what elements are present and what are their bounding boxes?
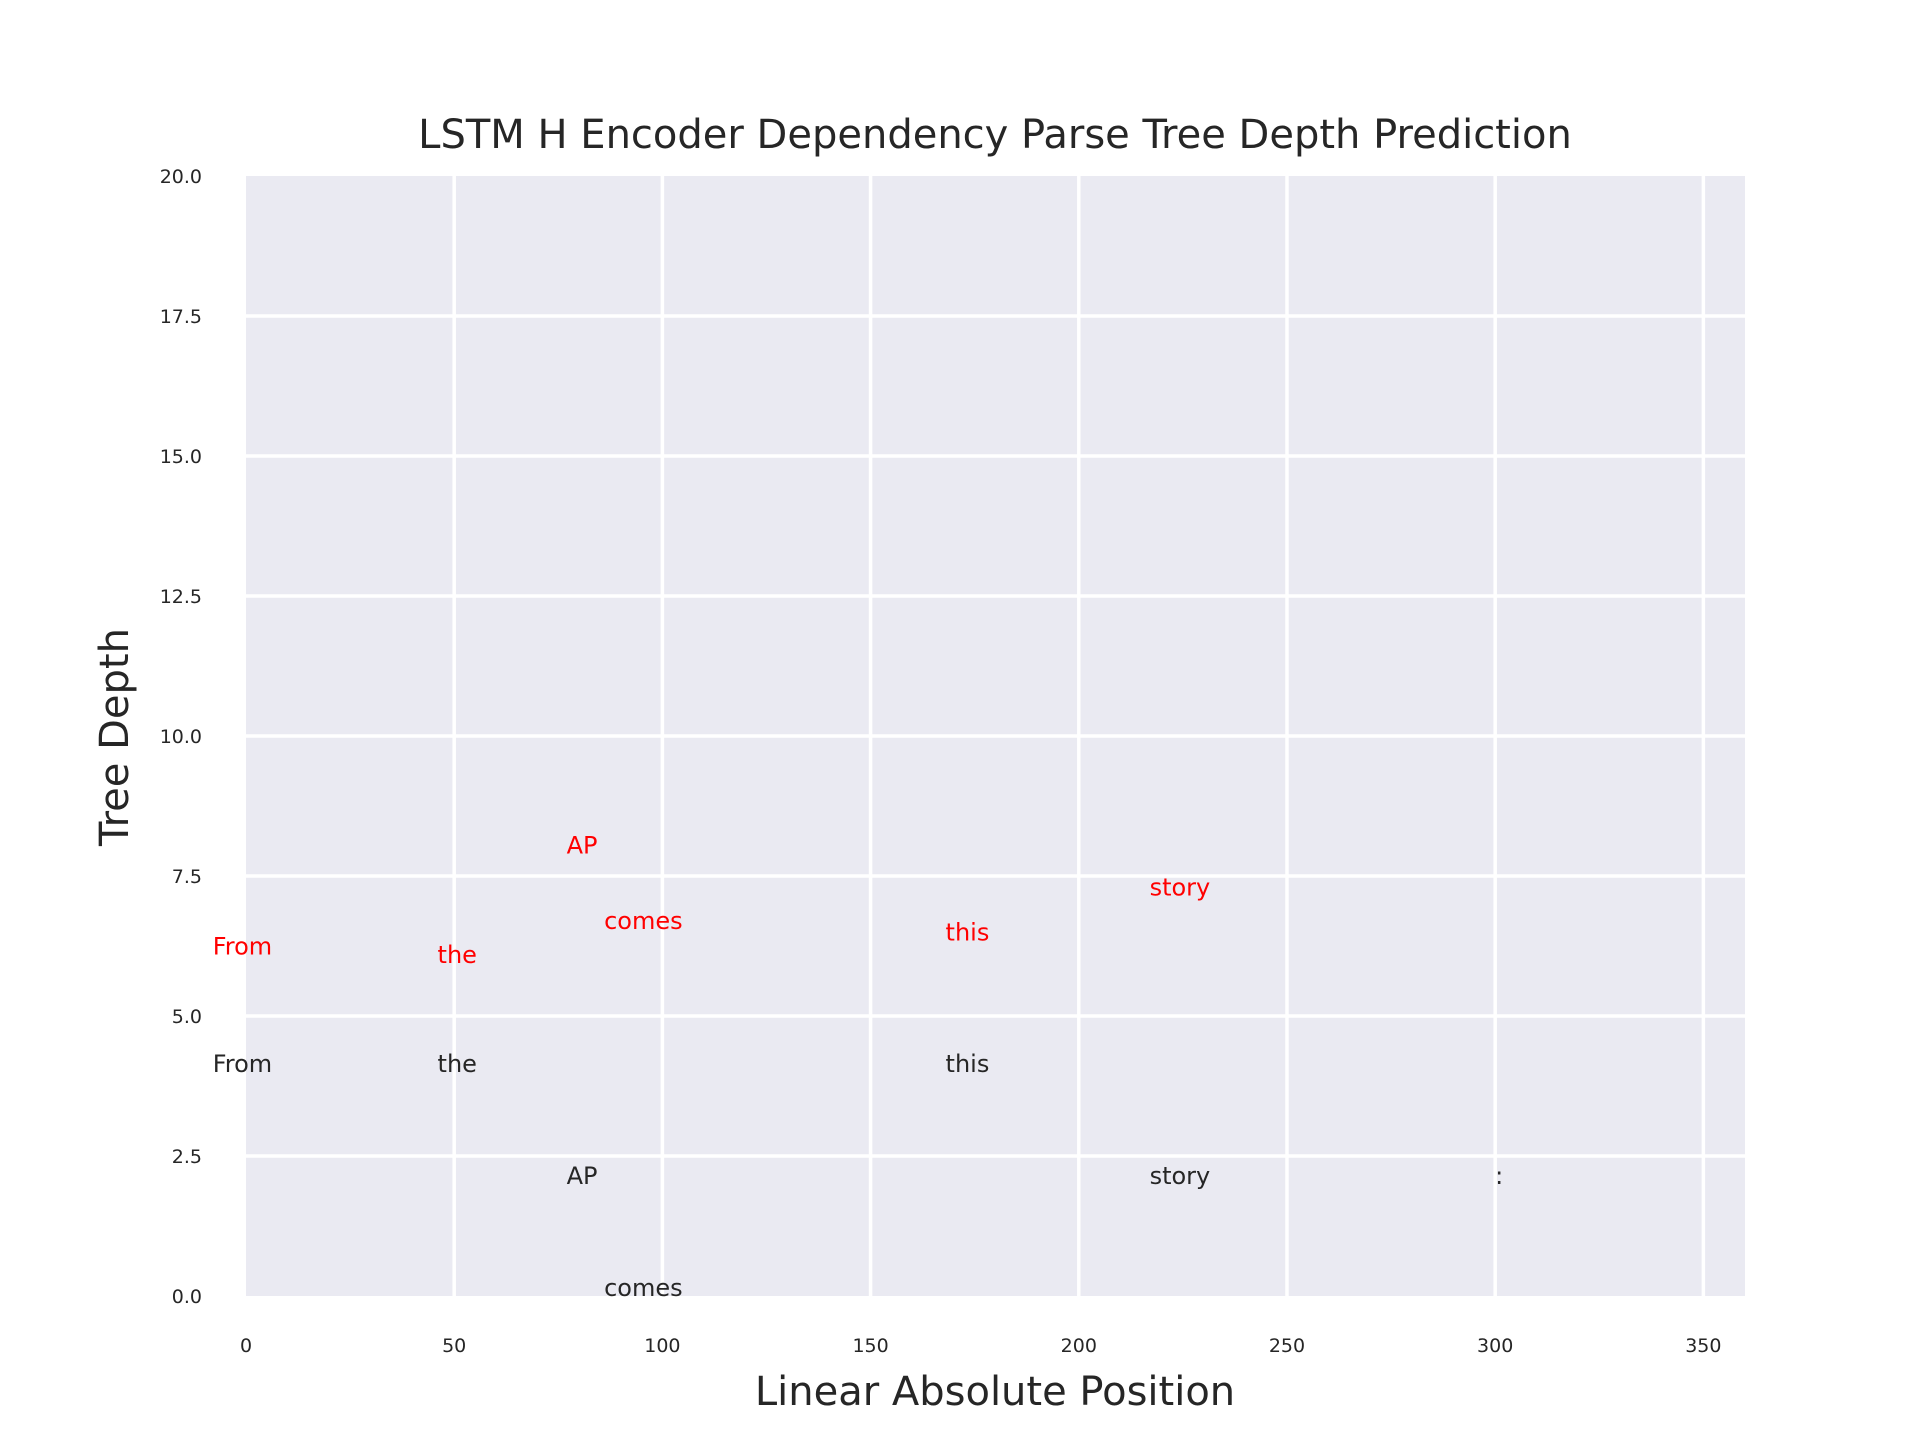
gold-depth-word: AP [567, 1162, 598, 1190]
grid [246, 176, 1745, 1296]
predicted-depth-word: From [213, 932, 272, 960]
x-axis-label: Linear Absolute Position [755, 1369, 1235, 1415]
chart-title: LSTM H Encoder Dependency Parse Tree Dep… [418, 112, 1572, 158]
x-tick-label: 200 [1061, 1335, 1097, 1357]
y-tick-label: 17.5 [160, 306, 202, 328]
predicted-depth-word: the [438, 941, 477, 969]
gold-depth-word: the [438, 1050, 477, 1078]
x-tick-label: 150 [852, 1335, 888, 1357]
predicted-depth-word: comes [604, 907, 683, 935]
gold-depth-word: From [213, 1050, 272, 1078]
y-axis-ticks: 0.0 2.5 5.0 7.5 10.0 12.5 15.0 17.5 20.0 [160, 166, 202, 1308]
y-tick-label: 12.5 [160, 586, 202, 608]
x-axis-ticks: 0 50 100 150 200 250 300 350 [240, 1335, 1722, 1357]
y-tick-label: 0.0 [172, 1286, 202, 1308]
data-points: From the AP comes this story: From the AP comes th… [213, 832, 1504, 1302]
predicted-depth-word: this [946, 918, 990, 946]
predicted-depth-word: AP [567, 832, 598, 860]
gold-depth-word: : [1495, 1162, 1503, 1190]
x-tick-label: 350 [1685, 1335, 1721, 1357]
x-tick-label: 0 [240, 1335, 252, 1357]
y-tick-label: 5.0 [172, 1006, 202, 1028]
y-tick-label: 10.0 [160, 726, 202, 748]
y-tick-label: 2.5 [172, 1146, 202, 1168]
y-tick-label: 20.0 [160, 166, 202, 188]
y-axis-label: Tree Depth [92, 628, 138, 847]
predicted-depth-word: story [1150, 874, 1211, 902]
gold-depth-word: this [946, 1050, 990, 1078]
gold-depth-word: story [1150, 1162, 1211, 1190]
x-tick-label: 250 [1269, 1335, 1305, 1357]
y-tick-label: 7.5 [172, 866, 202, 888]
gold-depth-word: comes [604, 1274, 683, 1302]
x-tick-label: 300 [1477, 1335, 1513, 1357]
y-tick-label: 15.0 [160, 446, 202, 468]
x-tick-label: 50 [442, 1335, 466, 1357]
x-tick-label: 100 [644, 1335, 680, 1357]
